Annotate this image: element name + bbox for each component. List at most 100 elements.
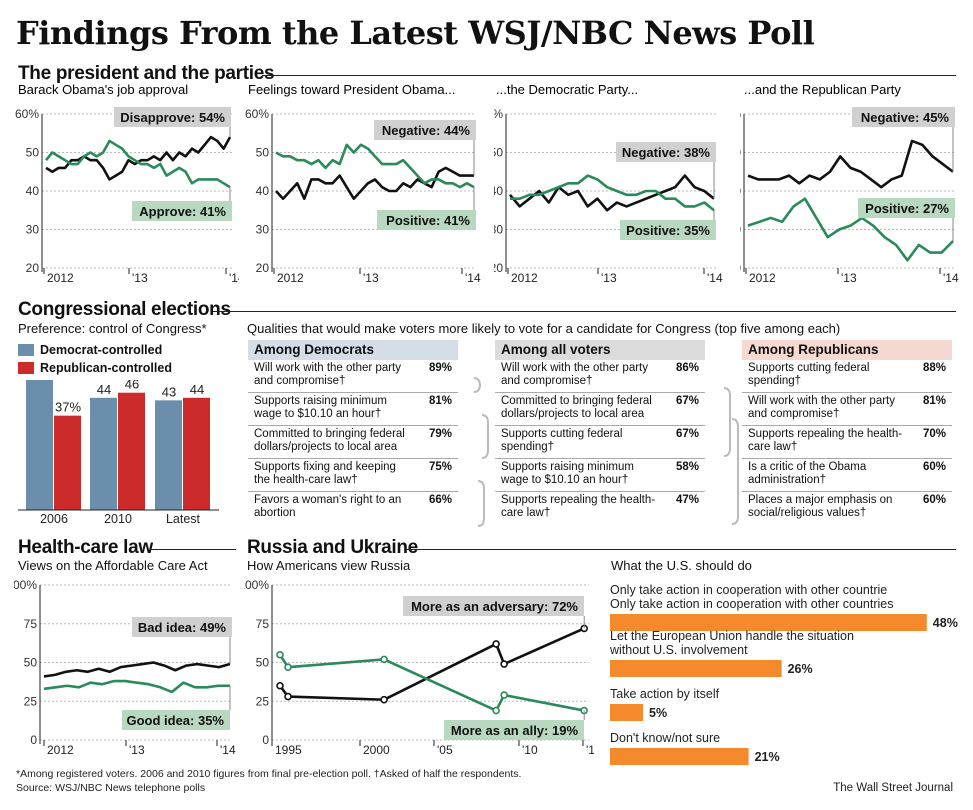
series-line-negative <box>275 166 474 200</box>
quality-text: Will work with the other party and compr… <box>501 362 648 387</box>
page-title: Findings From the Latest WSJ/NBC News Po… <box>16 14 815 52</box>
data-point <box>500 691 508 699</box>
y-tick-label: 75 <box>256 617 270 631</box>
x-tick-label: '13 <box>601 271 617 285</box>
x-tick-label: 2000 <box>363 743 390 757</box>
y-tick-label: 60% <box>740 107 741 121</box>
russia-chart: 0 25 50 75 100% 1995 2000 '05 '10 '14 More as an a… <box>244 578 594 757</box>
y-tick-label: 60% <box>494 107 503 121</box>
callout-1-box <box>444 720 584 740</box>
series-line-good-idea <box>43 679 230 694</box>
callout-0-label: Negative: 38% <box>622 145 711 160</box>
y-tick-label: 40 <box>256 184 270 198</box>
callout-1-label: Positive: 27% <box>865 201 949 216</box>
aca-chart: 0 25 50 75 100% 2012 '13 '14 Bad idea: 49% Good i… <box>14 578 236 757</box>
x-tick-label: '14 <box>943 271 959 285</box>
quality-pct: 81% <box>428 395 452 407</box>
x-tick-label: '14 <box>465 271 481 285</box>
y-tick-label: 40 <box>26 184 40 198</box>
qualities-row: Will work with the other party and compr… <box>495 360 705 393</box>
x-tick-label: 2012 <box>277 271 304 285</box>
bar-value-label: 37% <box>55 400 81 415</box>
connector <box>477 480 485 527</box>
y-tick-label: 40 <box>740 184 741 198</box>
quality-text: Committed to bringing federal dollars/pr… <box>254 428 405 453</box>
qualities-row: Supports cutting federal spending† 88% <box>742 360 952 393</box>
quality-text: Supports raising minimum wage to $10.10 … <box>254 395 387 420</box>
x-category-label: 2006 <box>40 512 68 526</box>
rep-party-chart: 20 30 40 50 60% 2012 '13 '14 Negative: 45% Positi… <box>740 82 959 285</box>
series-line-bad-idea <box>43 661 231 678</box>
bar-democrat-controlled <box>90 397 117 510</box>
y-tick-label: 50 <box>24 656 38 670</box>
dem-party-chart: 20 30 40 50 60% 2012 '13 '14 Negative: 38% Positi… <box>494 82 723 285</box>
y-tick-label: 75 <box>24 617 38 631</box>
quality-text: Committed to bringing federal dollars/pr… <box>501 395 652 420</box>
callout-0-box <box>616 142 716 162</box>
data-point <box>284 692 292 701</box>
callout-0-box <box>852 107 955 127</box>
callout-1-box <box>122 710 230 730</box>
qualities-row: Supports cutting federal spending† 67% <box>495 426 705 459</box>
section-rule <box>213 311 956 313</box>
qualities-group-header: Among Democrats <box>248 340 458 360</box>
qualities-row: Will work with the other party and compr… <box>742 393 952 426</box>
callout-1-label: Approve: 41% <box>139 204 226 219</box>
y-tick-label: 50 <box>256 146 270 160</box>
qualities-row: Is a critic of the Obama administration†… <box>742 459 952 492</box>
data-point <box>492 640 500 648</box>
y-tick-label: 30 <box>494 223 503 237</box>
qualities-row: Favors a woman's right to an abortion 66% <box>248 492 458 525</box>
bar-category-label: Only take action in cooperation with oth… <box>610 597 894 611</box>
y-tick-label: 60% <box>245 107 269 121</box>
y-tick-label: 25 <box>256 694 270 708</box>
legend-label-democrat: Democrat-controlled <box>40 343 163 357</box>
callout-0-label: Bad idea: 49% <box>138 620 227 635</box>
qualities-row: Supports repealing the health-care law† 7… <box>742 426 952 459</box>
y-tick-label: 30 <box>26 223 40 237</box>
bar-value-label: 46 <box>125 380 139 392</box>
callout-1-box <box>377 210 476 230</box>
qualities-row: Supports raising minimum wage to $10.10 … <box>248 393 458 426</box>
x-tick-label: 2012 <box>47 271 74 285</box>
x-tick-label: '13 <box>129 743 145 757</box>
legend-swatch-republican <box>18 362 34 374</box>
x-tick-label: 2012 <box>749 271 776 285</box>
quality-text: Favors a woman's right to an abortion <box>254 494 402 519</box>
section-title-congress: Congressional elections <box>18 299 231 320</box>
connector <box>481 414 489 459</box>
qualities-row: Will work with the other party and compr… <box>248 360 458 393</box>
section-rule <box>150 549 236 551</box>
series-line-positive <box>510 174 715 212</box>
x-tick-label: '14 <box>707 271 723 285</box>
callout-1-label: Good idea: 35% <box>126 713 224 728</box>
qualities-row: Supports raising minimum wage to $10.10 … <box>495 459 705 492</box>
quality-text: Is a critic of the Obama administration† <box>748 461 867 486</box>
quality-text: Supports raising minimum wage to $10.10 … <box>501 461 634 486</box>
bar-value-label: 5% <box>649 706 667 720</box>
x-tick-label: 2012 <box>47 743 74 757</box>
y-tick-label: 20 <box>494 261 503 275</box>
data-point <box>276 681 284 690</box>
x-tick-label: '13 <box>132 271 148 285</box>
series-line-positive <box>747 197 954 262</box>
y-tick-label: 50 <box>256 656 270 670</box>
bar-value-label: 48% <box>933 616 958 630</box>
callout-0-label: Disapprove: 54% <box>120 110 225 125</box>
bar-category-label: Let the European Union handle the situat… <box>610 629 854 643</box>
y-tick-label: 20 <box>26 261 40 275</box>
callout-0-box <box>374 120 476 140</box>
quality-pct: 60% <box>922 494 946 506</box>
series-line-negative <box>509 174 715 212</box>
x-tick-label: '10 <box>522 743 538 757</box>
bar-value-label: 44 <box>190 382 204 397</box>
qualities-group-0: Among Democrats Will work with the other … <box>248 340 458 525</box>
obama-approval-chart: 20 30 40 50 60% 2012 '13 '14 Disapprove: 54% Appr… <box>15 82 239 285</box>
qualities-title: Qualities that would make voters more li… <box>247 321 841 336</box>
series-line-more-as-an-ally <box>278 654 585 712</box>
qualities-connectors <box>473 377 739 527</box>
section-title-health: Health-care law <box>18 537 153 558</box>
y-tick-label: 30 <box>740 223 741 237</box>
bar-democrat-controlled <box>155 400 182 510</box>
y-tick-label: 100% <box>14 578 37 592</box>
